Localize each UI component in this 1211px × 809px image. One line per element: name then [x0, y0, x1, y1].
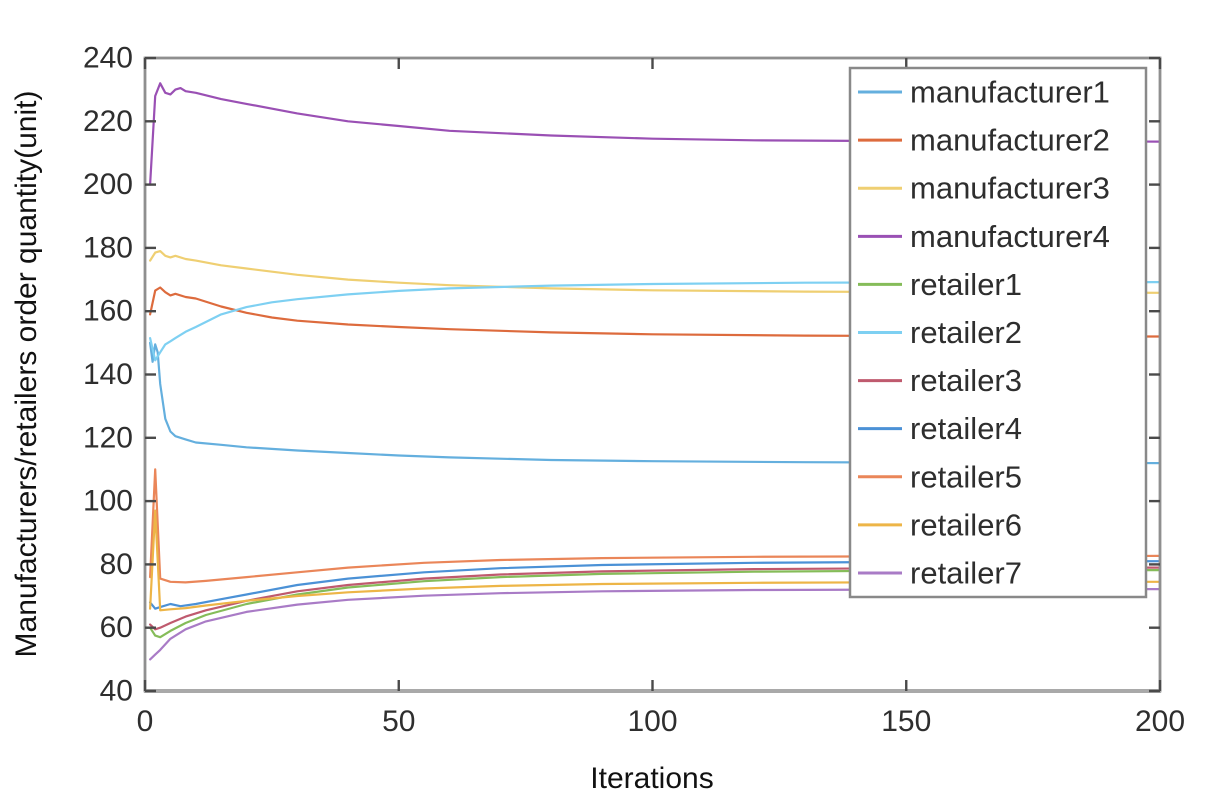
series-line-retailer3: [149, 566, 1162, 631]
series-line-retailer7: [149, 587, 1162, 661]
legend-item-manufacturer4: manufacturer4: [858, 219, 1110, 254]
legend-item-retailer3: retailer3: [858, 363, 1022, 398]
legend-label-retailer5: retailer5: [910, 459, 1022, 494]
legend-item-retailer2: retailer2: [858, 315, 1022, 350]
y-tick-label-180: 180: [83, 231, 133, 264]
legend-item-retailer1: retailer1: [858, 267, 1022, 302]
legend-item-manufacturer3: manufacturer3: [858, 171, 1110, 206]
legend-label-manufacturer4: manufacturer4: [910, 219, 1110, 254]
y-tick-label-80: 80: [100, 548, 133, 581]
y-axis-label: Manufacturers/retailers order quantity(u…: [10, 90, 43, 658]
x-axis-label: Iterations: [590, 762, 714, 795]
axis-ticks: [143, 56, 1162, 693]
series-line-retailer6: [149, 509, 1162, 612]
y-tick-label-140: 140: [83, 358, 133, 391]
y-tick-label-40: 40: [100, 675, 133, 708]
y-tick-label-200: 200: [83, 168, 133, 201]
legend-label-retailer3: retailer3: [910, 363, 1022, 398]
series-line-retailer1: [149, 568, 1162, 639]
series-line-retailer5: [149, 468, 1162, 584]
legend-label-manufacturer3: manufacturer3: [910, 171, 1110, 206]
legend-label-retailer6: retailer6: [910, 507, 1022, 542]
legend-label-retailer4: retailer4: [910, 411, 1022, 446]
series-line-manufacturer2: [149, 286, 1162, 338]
legend-item-retailer7: retailer7: [858, 555, 1022, 590]
series-line-manufacturer1: [149, 341, 1162, 465]
y-tick-label-60: 60: [100, 611, 133, 644]
legend-item-retailer6: retailer6: [858, 507, 1022, 542]
series-line-retailer2: [149, 281, 1162, 362]
series-line-manufacturer4: [149, 82, 1162, 186]
y-tick-label-100: 100: [83, 485, 133, 518]
legend-item-manufacturer2: manufacturer2: [858, 123, 1110, 158]
legend-label-retailer2: retailer2: [910, 315, 1022, 350]
legend-label-retailer1: retailer1: [910, 267, 1022, 302]
x-tick-label-50: 50: [382, 705, 415, 738]
legend-item-retailer4: retailer4: [858, 411, 1022, 446]
legend-label-retailer7: retailer7: [910, 555, 1022, 590]
series-line-manufacturer3: [149, 250, 1162, 294]
legend-label-manufacturer2: manufacturer2: [910, 123, 1110, 158]
legend-label-manufacturer1: manufacturer1: [910, 75, 1110, 110]
x-tick-label-100: 100: [627, 705, 677, 738]
legend: manufacturer1 manufacturer2 manufacturer3 m…: [848, 66, 1148, 599]
y-tick-label-120: 120: [83, 421, 133, 454]
legend-item-retailer5: retailer5: [858, 459, 1022, 494]
x-tick-label-0: 0: [137, 705, 154, 738]
legend-item-manufacturer1: manufacturer1: [858, 75, 1110, 110]
x-tick-label-200: 200: [1135, 705, 1185, 738]
y-tick-label-160: 160: [83, 295, 133, 328]
x-tick-label-150: 150: [881, 705, 931, 738]
series-line-retailer4: [149, 560, 1162, 610]
y-tick-label-220: 220: [83, 105, 133, 138]
y-tick-label-240: 240: [83, 42, 133, 75]
tick-labels: 0 50 100 150 200 40 60 80 100 120 140 160 180 200 220 2…: [83, 42, 1185, 739]
series-lines: [149, 82, 1162, 661]
